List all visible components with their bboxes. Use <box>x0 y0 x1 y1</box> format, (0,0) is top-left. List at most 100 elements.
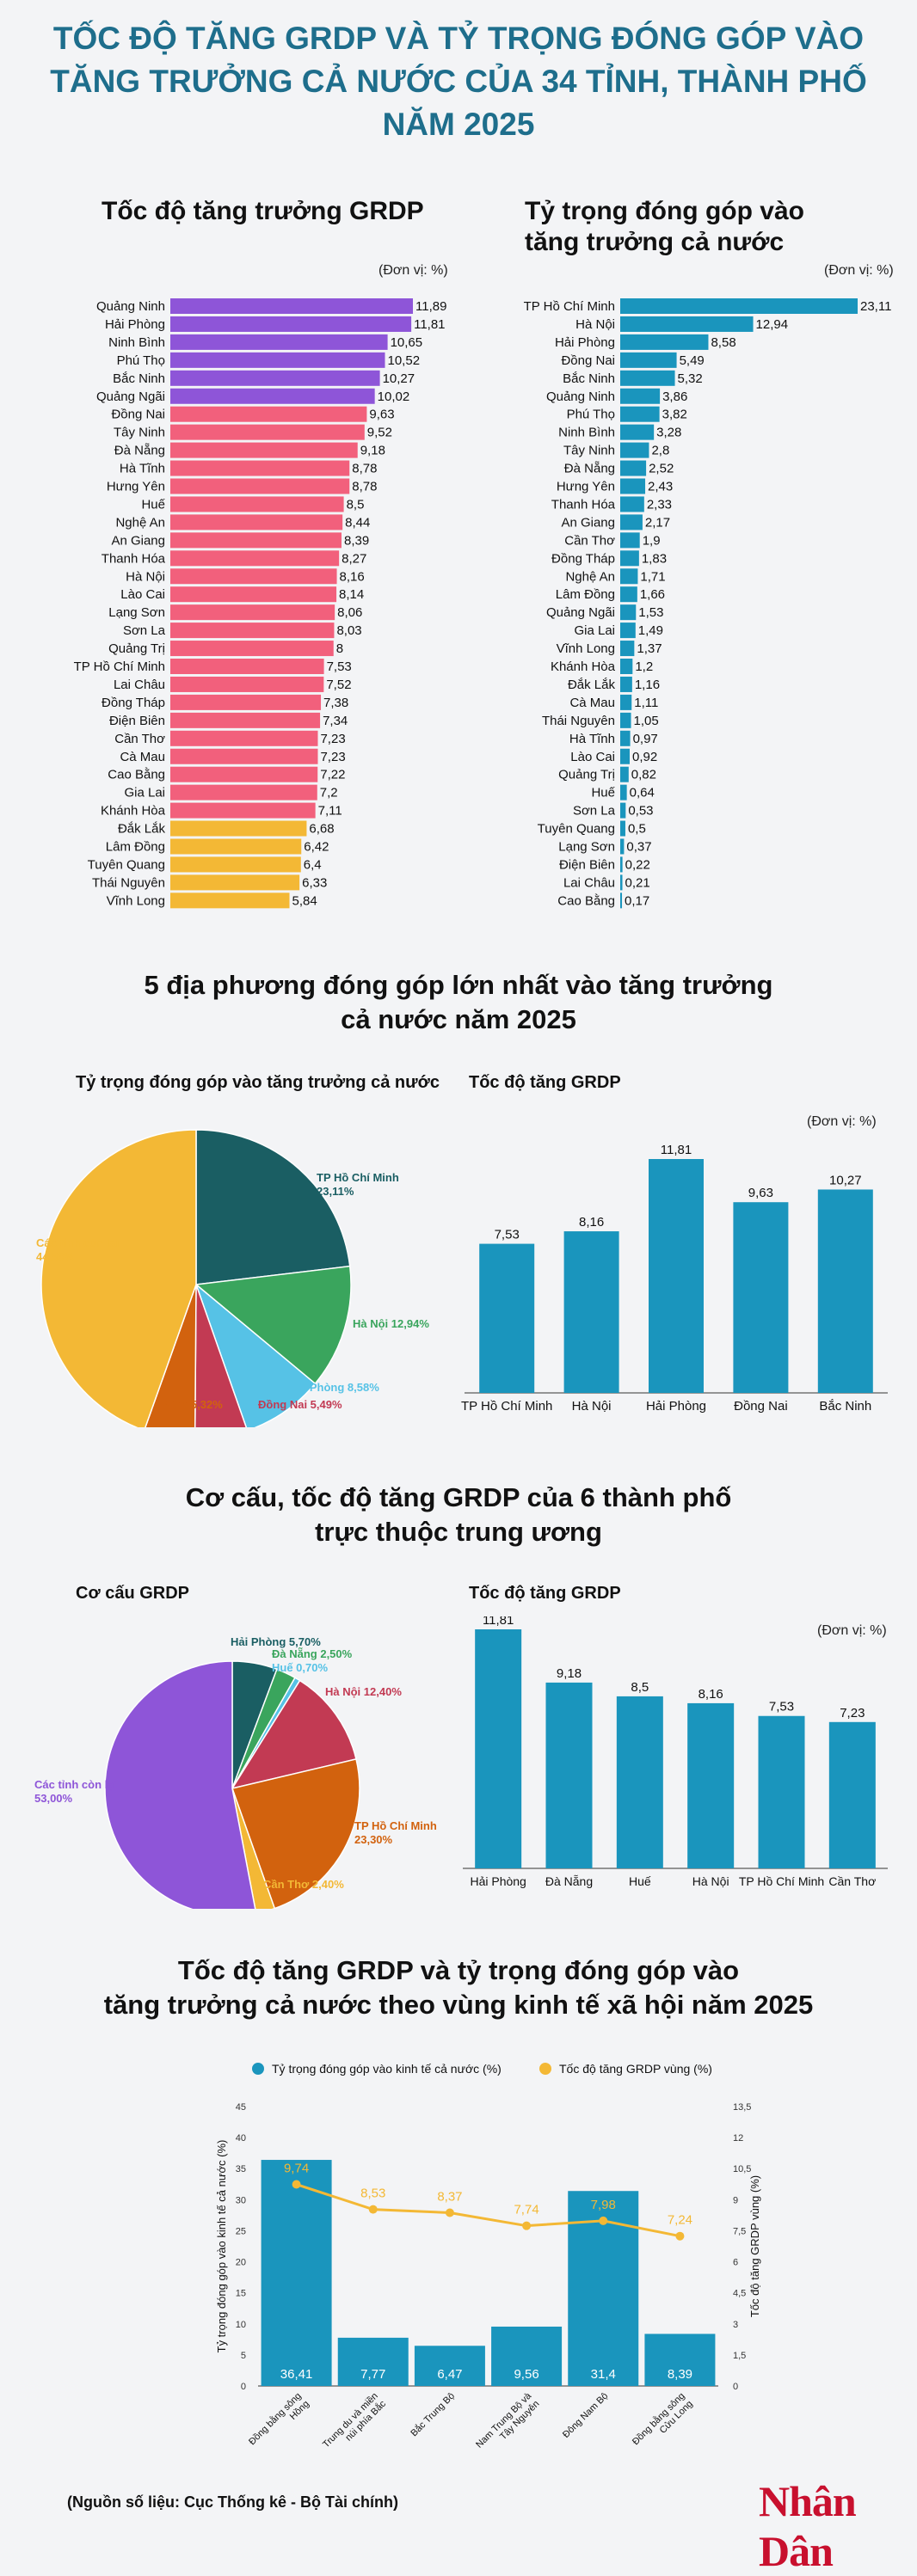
bar <box>620 388 661 404</box>
category-label: Hải Phòng <box>105 317 165 332</box>
category-label: Hà Nội <box>575 317 615 332</box>
category-label: Trung du và miềnnúi phía Bắc <box>321 2390 388 2457</box>
category-label: Hà Tĩnh <box>569 732 615 746</box>
category-label: Gia Lai <box>574 623 615 638</box>
slice-name: Hải Phòng <box>231 1635 289 1648</box>
value-label: 7,22 <box>320 768 345 782</box>
right-tick-label: 9 <box>733 2195 738 2205</box>
bar5-chart: 7,53 TP Hồ Chí Minh 8,16 Hà Nội 11,81 Hải Phò… <box>461 1143 888 1414</box>
bar <box>170 478 350 494</box>
value-label: 3,86 <box>662 389 687 404</box>
category-label: Huế <box>629 1874 651 1888</box>
bar <box>261 2160 332 2386</box>
bar <box>170 442 358 458</box>
category-label: Quảng Ninh <box>546 389 615 404</box>
category-label: Gia Lai <box>124 786 165 800</box>
bar5-unit: (Đơn vị: %) <box>807 1114 877 1129</box>
slice-value: 2,40% <box>312 1878 344 1891</box>
category-label-line: Bắc Trung Bộ <box>409 2390 457 2438</box>
left-tick-label: 45 <box>236 2102 246 2113</box>
category-label: Hà Tĩnh <box>120 462 165 476</box>
section4-title-line-1: Tốc độ tăng GRDP và tỷ trọng đóng góp và… <box>177 1955 740 1985</box>
value-label: 0,92 <box>632 750 657 764</box>
category-label: Đồng Nai <box>561 353 615 368</box>
value-label: 11,81 <box>483 1616 514 1628</box>
value-label: 8,44 <box>345 515 370 530</box>
category-label: TP Hồ Chí Minh <box>739 1874 824 1888</box>
category-label: Bắc Ninh <box>113 371 165 386</box>
value-label: 2,52 <box>649 462 674 476</box>
bar <box>170 892 290 909</box>
value-label: 10,52 <box>388 353 421 368</box>
bar <box>620 550 639 567</box>
bar <box>475 1629 522 1868</box>
category-label: Lào Cai <box>120 587 165 602</box>
slice-name: Các tỉnh còn lại <box>36 1236 119 1249</box>
category-label: Đồng Nai <box>111 408 165 422</box>
bar <box>170 784 317 800</box>
contrib-chart-title: Tỷ trọng đóng góp vào tăng trưởng cả nướ… <box>525 196 804 258</box>
bar <box>170 676 324 692</box>
bar <box>616 1696 663 1868</box>
value-label: 7,23 <box>320 750 345 764</box>
legend-line-swatch <box>539 2063 551 2075</box>
line-value-label: 7,74 <box>514 2203 539 2217</box>
category-label: Tuyên Quang <box>88 857 165 872</box>
bar <box>337 2337 409 2386</box>
category-label: Đồng bằng sôngCửu Long <box>630 2390 694 2455</box>
left-axis-label: Tỷ trọng đóng góp vào kinh tế cả nước (%… <box>215 2140 228 2353</box>
slice-value: 53,00% <box>34 1792 73 1805</box>
contrib-chart-title-line-1: Tỷ trọng đóng góp vào <box>525 197 804 225</box>
left-tick-label: 35 <box>236 2164 246 2174</box>
value-label: 1,16 <box>635 678 660 692</box>
category-label: Khánh Hòa <box>551 659 616 674</box>
category-label: Nghệ An <box>115 515 165 530</box>
bar <box>620 676 632 692</box>
value-label: 0,21 <box>625 875 650 890</box>
section4-title-line-2: tăng trưởng cả nước theo vùng kinh tế xã… <box>103 1990 814 2020</box>
value-label: 7,53 <box>495 1228 520 1242</box>
value-label: 1,9 <box>643 533 661 548</box>
value-label: 8,58 <box>711 335 735 350</box>
category-label: Khánh Hòa <box>101 804 166 819</box>
value-label: 1,53 <box>638 605 663 620</box>
category-label: Lai Châu <box>114 678 165 692</box>
bar <box>170 874 300 891</box>
right-axis-label: Tốc độ tăng GRDP vùng (%) <box>748 2175 761 2317</box>
page-title-line-2: TĂNG TRƯỞNG CẢ NƯỚC CỦA 34 TỈNH, THÀNH P… <box>50 64 867 99</box>
bar <box>479 1243 535 1393</box>
section4-title: Tốc độ tăng GRDP và tỷ trọng đóng góp và… <box>0 1953 917 2022</box>
regions-combo-chart: Tỷ trọng đóng góp vào kinh tế cả nước (%… <box>215 2062 761 2457</box>
bar <box>620 874 623 891</box>
left-tick-label: 15 <box>236 2289 246 2299</box>
category-label: Đồng Tháp <box>551 551 615 566</box>
category-label: Cao Bằng <box>108 768 165 782</box>
right-tick-label: 0 <box>733 2382 738 2392</box>
value-label: 0,5 <box>628 822 646 837</box>
value-label: 8,78 <box>352 480 377 494</box>
bar <box>170 514 343 531</box>
bar <box>620 694 632 710</box>
value-label: 2,8 <box>651 444 669 458</box>
category-label: Hà Nội <box>692 1874 729 1888</box>
pie5-title: Tỷ trọng đóng góp vào tăng trưởng cả nướ… <box>76 1073 440 1092</box>
slice-value: 5,70% <box>289 1635 321 1648</box>
slice-value: 5,49% <box>311 1398 342 1411</box>
category-label: TP Hồ Chí Minh <box>524 299 615 314</box>
line-point <box>599 2216 608 2225</box>
slice-value: 12,94% <box>391 1317 430 1330</box>
left-tick-label: 20 <box>236 2258 246 2268</box>
category-label: Đồng Nai <box>734 1399 788 1414</box>
bar <box>170 532 342 549</box>
value-label: 8,5 <box>631 1680 649 1695</box>
right-tick-label: 12 <box>733 2133 743 2144</box>
left-tick-label: 30 <box>236 2195 246 2205</box>
category-label: Bắc Ninh <box>563 371 615 386</box>
category-label: Đà Nẵng <box>545 1874 593 1888</box>
category-label: Hưng Yên <box>557 480 615 494</box>
page-title-line-1: TỐC ĐỘ TĂNG GRDP VÀ TỶ TRỌNG ĐÓNG GÓP VÀ… <box>52 21 865 56</box>
slice-label: Hải Phòng 8,58% <box>289 1381 379 1394</box>
bar <box>620 748 630 764</box>
value-label: 8,16 <box>699 1687 723 1702</box>
bar <box>170 694 322 710</box>
